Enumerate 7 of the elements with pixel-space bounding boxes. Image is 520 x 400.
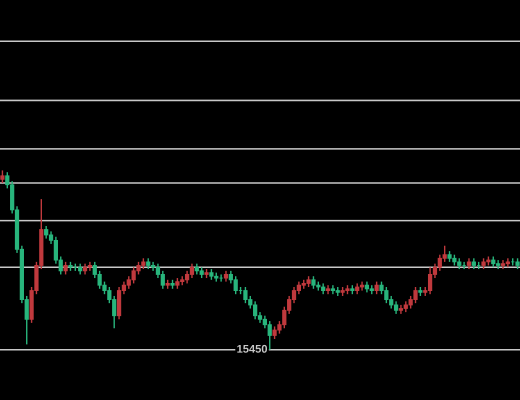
candlestick	[374, 280, 379, 295]
annotation: 15450	[237, 344, 268, 353]
candlestick	[515, 258, 520, 270]
candlestick	[63, 261, 68, 276]
candlestick	[466, 258, 472, 270]
candlestick	[0, 170, 5, 184]
candlestick	[224, 270, 228, 282]
